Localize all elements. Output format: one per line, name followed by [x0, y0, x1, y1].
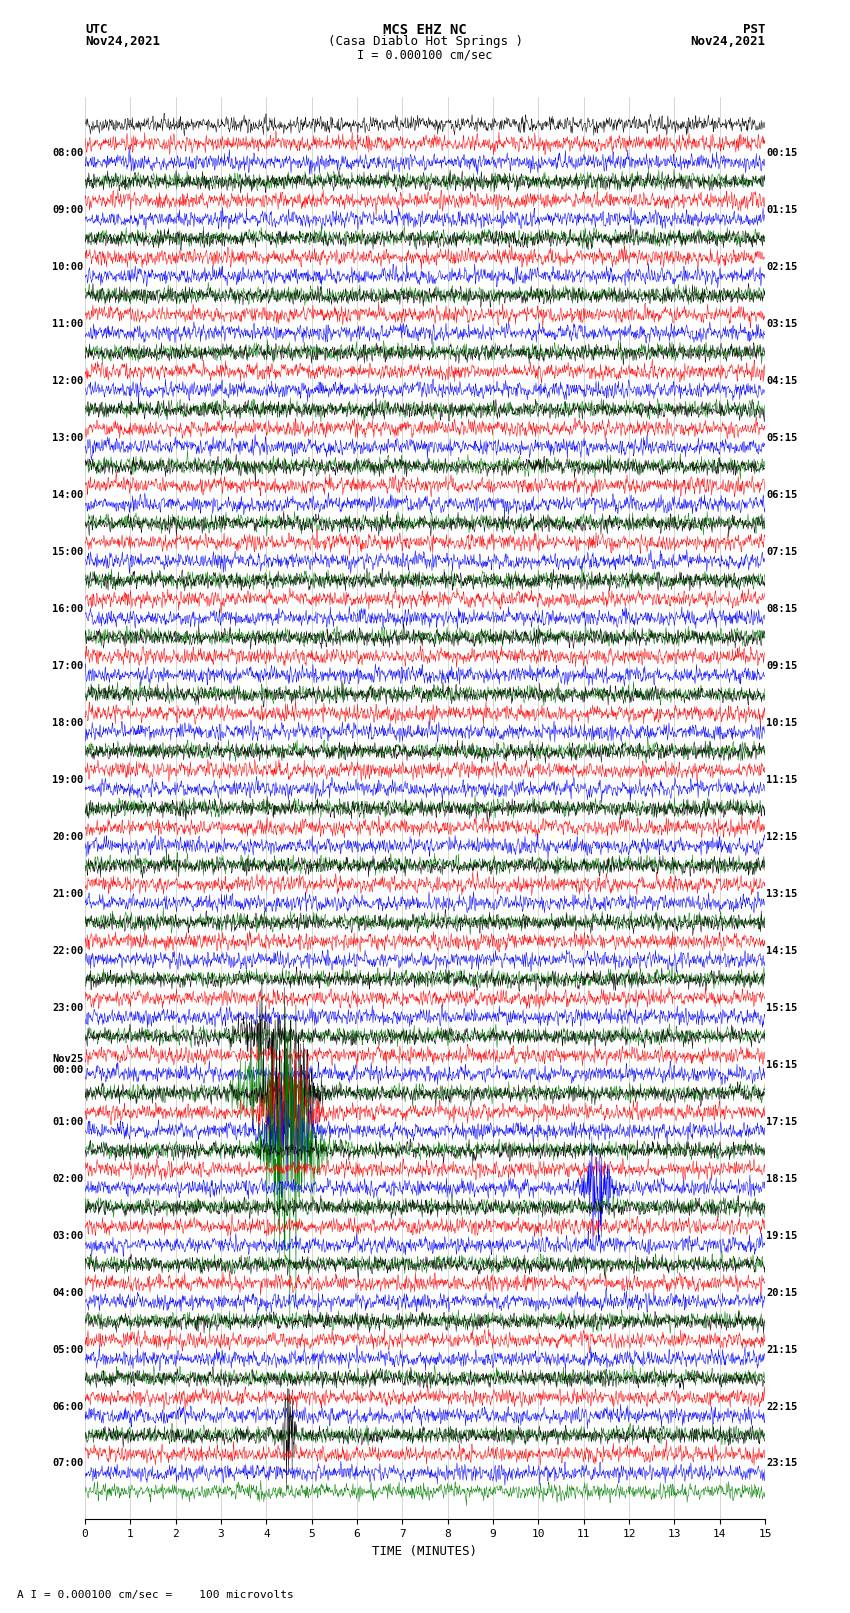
- Text: 06:15: 06:15: [767, 490, 797, 500]
- Text: 21:00: 21:00: [53, 889, 83, 898]
- Text: 19:15: 19:15: [767, 1231, 797, 1240]
- Text: 16:00: 16:00: [53, 603, 83, 613]
- Text: 06:00: 06:00: [53, 1402, 83, 1411]
- Text: 07:00: 07:00: [53, 1458, 83, 1468]
- Text: 03:15: 03:15: [767, 319, 797, 329]
- Text: 17:00: 17:00: [53, 661, 83, 671]
- Text: 18:00: 18:00: [53, 718, 83, 727]
- Text: 10:00: 10:00: [53, 261, 83, 271]
- Text: 22:00: 22:00: [53, 945, 83, 955]
- Text: 13:00: 13:00: [53, 432, 83, 442]
- Text: 01:00: 01:00: [53, 1116, 83, 1126]
- Text: 04:15: 04:15: [767, 376, 797, 386]
- Text: 12:15: 12:15: [767, 832, 797, 842]
- Text: 21:15: 21:15: [767, 1345, 797, 1355]
- Text: 15:15: 15:15: [767, 1003, 797, 1013]
- Text: 03:00: 03:00: [53, 1231, 83, 1240]
- Text: UTC: UTC: [85, 23, 107, 35]
- Text: PST: PST: [743, 23, 765, 35]
- Text: 14:00: 14:00: [53, 490, 83, 500]
- Text: 10:15: 10:15: [767, 718, 797, 727]
- Text: 13:15: 13:15: [767, 889, 797, 898]
- Text: 09:00: 09:00: [53, 205, 83, 215]
- Text: 14:15: 14:15: [767, 945, 797, 955]
- Text: 02:15: 02:15: [767, 261, 797, 271]
- Text: 20:15: 20:15: [767, 1287, 797, 1297]
- Text: 20:00: 20:00: [53, 832, 83, 842]
- Text: 23:15: 23:15: [767, 1458, 797, 1468]
- Text: 11:15: 11:15: [767, 774, 797, 784]
- Text: A I = 0.000100 cm/sec =    100 microvolts: A I = 0.000100 cm/sec = 100 microvolts: [17, 1590, 294, 1600]
- Text: 19:00: 19:00: [53, 774, 83, 784]
- Text: I = 0.000100 cm/sec: I = 0.000100 cm/sec: [357, 48, 493, 61]
- Text: 12:00: 12:00: [53, 376, 83, 386]
- Text: Nov25
00:00: Nov25 00:00: [53, 1053, 83, 1076]
- Text: 07:15: 07:15: [767, 547, 797, 556]
- Text: 02:00: 02:00: [53, 1174, 83, 1184]
- Text: 22:15: 22:15: [767, 1402, 797, 1411]
- Text: 11:00: 11:00: [53, 319, 83, 329]
- Text: 08:00: 08:00: [53, 148, 83, 158]
- Text: 16:15: 16:15: [767, 1060, 797, 1069]
- Text: 05:00: 05:00: [53, 1345, 83, 1355]
- Text: 23:00: 23:00: [53, 1003, 83, 1013]
- Text: 05:15: 05:15: [767, 432, 797, 442]
- Text: Nov24,2021: Nov24,2021: [690, 35, 765, 48]
- Text: 04:00: 04:00: [53, 1287, 83, 1297]
- X-axis label: TIME (MINUTES): TIME (MINUTES): [372, 1545, 478, 1558]
- Text: 15:00: 15:00: [53, 547, 83, 556]
- Text: Nov24,2021: Nov24,2021: [85, 35, 160, 48]
- Text: (Casa Diablo Hot Springs ): (Casa Diablo Hot Springs ): [327, 35, 523, 48]
- Text: 17:15: 17:15: [767, 1116, 797, 1126]
- Text: 01:15: 01:15: [767, 205, 797, 215]
- Text: 08:15: 08:15: [767, 603, 797, 613]
- Text: 09:15: 09:15: [767, 661, 797, 671]
- Text: 18:15: 18:15: [767, 1174, 797, 1184]
- Text: 00:15: 00:15: [767, 148, 797, 158]
- Text: MCS EHZ NC: MCS EHZ NC: [383, 23, 467, 37]
